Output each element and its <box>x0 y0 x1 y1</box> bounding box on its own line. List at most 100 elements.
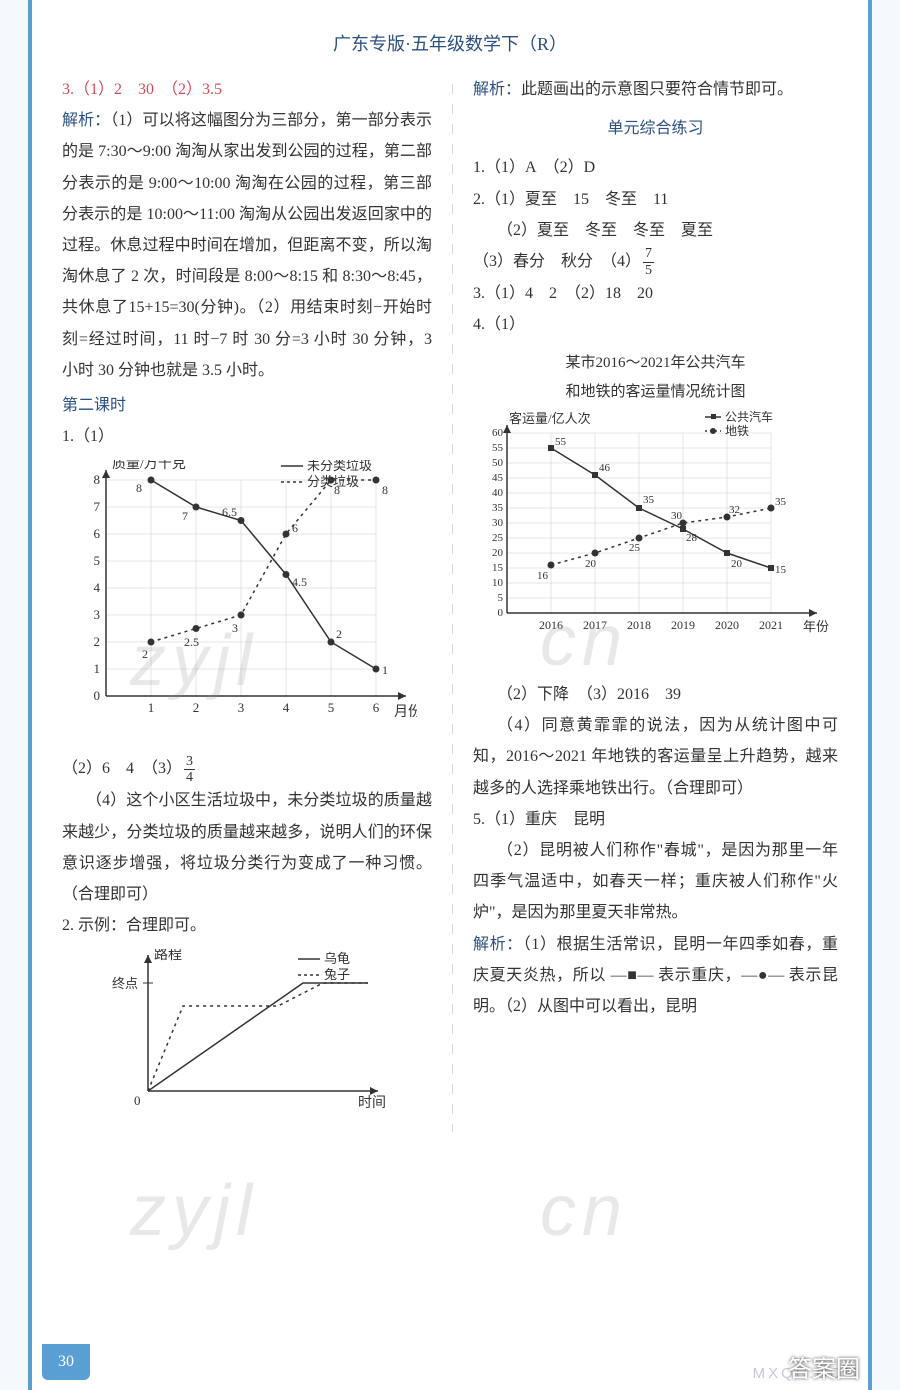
q1-label: 1.（1） <box>62 421 432 452</box>
svg-text:6: 6 <box>292 521 298 535</box>
svg-text:40: 40 <box>492 487 504 499</box>
svg-text:4: 4 <box>283 700 290 715</box>
r-q4: 4.（1） <box>473 309 838 340</box>
chart3-title2: 和地铁的客运量情况统计图 <box>473 378 838 407</box>
svg-text:2: 2 <box>193 700 200 715</box>
two-columns: 3.（1）2 30 （2）3.5 解析：（1）可以将这幅图分为三部分，第一部分表… <box>62 74 838 1132</box>
svg-text:55: 55 <box>492 442 504 454</box>
svg-text:兔子: 兔子 <box>324 967 350 982</box>
watermark-4: cn <box>540 1170 628 1252</box>
svg-text:未分类垃圾: 未分类垃圾 <box>307 460 372 473</box>
svg-text:0: 0 <box>94 688 101 703</box>
svg-text:16: 16 <box>537 570 549 582</box>
svg-text:55: 55 <box>555 436 567 448</box>
svg-text:3: 3 <box>238 700 245 715</box>
svg-text:乌龟: 乌龟 <box>324 951 350 966</box>
r-q4-2: （2）下降 （3）2016 39 <box>473 679 838 710</box>
svg-text:1: 1 <box>94 661 101 676</box>
analysis-block: 解析：（1）可以将这幅图分为三部分，第一部分表示的是 7:30～9:00 淘淘从… <box>62 105 432 386</box>
r-q5-analysis: 解析：（1）根据生活常识，昆明一年四季如春，重庆夏天炎热，所以 —■— 表示重庆… <box>473 929 838 1023</box>
svg-text:2021: 2021 <box>759 618 783 632</box>
svg-text:8: 8 <box>94 472 101 487</box>
svg-text:1: 1 <box>148 700 155 715</box>
svg-text:15: 15 <box>492 562 504 574</box>
svg-text:5: 5 <box>328 700 335 715</box>
svg-text:30: 30 <box>671 510 683 522</box>
chart2-svg: 路程 时间 终点 0 乌龟 兔 <box>102 949 402 1119</box>
watermark-3: zyjl <box>130 1170 258 1252</box>
analysis-label: 解析： <box>62 112 110 129</box>
r-analysis: 解析：此题画出的示意图只要符合情节即可。 <box>473 74 838 105</box>
svg-text:地铁: 地铁 <box>725 424 749 438</box>
svg-text:8: 8 <box>136 481 142 495</box>
svg-text:10: 10 <box>492 577 504 589</box>
r-q2-1: 2.（1）夏至 15 冬至 11 <box>473 184 838 215</box>
svg-text:6: 6 <box>94 526 101 541</box>
watermark-2: cn <box>540 600 628 682</box>
svg-text:45: 45 <box>492 472 504 484</box>
svg-text:28: 28 <box>686 532 698 544</box>
chart1-garbage: 0 1 2 3 4 5 6 7 8 1 2 <box>62 460 432 745</box>
r-q5-1: 5.（1）重庆 昆明 <box>473 804 838 835</box>
q1-4-text: （4）这个小区生活垃圾中，未分类垃圾的质量越来越少，分类垃圾的质量越来越多，说明… <box>62 785 432 910</box>
svg-text:60: 60 <box>492 427 504 439</box>
chart1-xlabel: 月份 <box>394 704 417 720</box>
r-q4-4: （4）同意黄霏霏的说法，因为从统计图中可知，2016～2021 年地铁的客运量呈… <box>473 710 838 804</box>
chart1-ylabel: 质量/万千克 <box>112 460 186 472</box>
svg-text:终点: 终点 <box>112 976 138 991</box>
svg-text:50: 50 <box>492 457 504 469</box>
svg-text:2: 2 <box>336 627 342 641</box>
page-number-tab: 30 <box>42 1344 90 1380</box>
chart3-svg: 0510 152025 303540 455055 60 20162017201… <box>473 411 838 666</box>
analysis-text: （1）可以将这幅图分为三部分，第一部分表示的是 7:30～9:00 淘淘从家出发… <box>62 112 432 379</box>
svg-text:4.5: 4.5 <box>292 575 307 589</box>
svg-text:2: 2 <box>94 634 101 649</box>
svg-text:0: 0 <box>134 1093 141 1108</box>
svg-text:2019: 2019 <box>671 618 695 632</box>
svg-text:46: 46 <box>599 462 611 474</box>
svg-text:2018: 2018 <box>627 618 651 632</box>
svg-text:15: 15 <box>775 564 787 576</box>
svg-text:20: 20 <box>731 558 743 570</box>
chart2-race: 路程 时间 终点 0 乌龟 兔 <box>62 949 432 1124</box>
q1-sub: （2）6 4 （3）34 <box>62 753 432 785</box>
q3-answer: 3.（1）2 30 （2）3.5 <box>62 74 432 105</box>
svg-text:7: 7 <box>94 499 101 514</box>
svg-text:客运量/亿人次: 客运量/亿人次 <box>509 411 591 426</box>
svg-text:35: 35 <box>492 502 504 514</box>
svg-text:7: 7 <box>182 509 188 523</box>
page-border-right <box>868 0 872 1390</box>
svg-text:2020: 2020 <box>715 618 739 632</box>
svg-text:32: 32 <box>729 504 740 516</box>
lesson-title: 第二课时 <box>62 390 432 421</box>
q2-text: 2. 示例：合理即可。 <box>62 910 432 941</box>
r-q5-2: （2）昆明被人们称作"春城"，是因为那里一年四季气温适中，如春天一样；重庆被人们… <box>473 835 838 929</box>
svg-text:路程: 路程 <box>154 949 182 963</box>
svg-text:1: 1 <box>382 663 388 677</box>
svg-text:3: 3 <box>94 607 101 622</box>
svg-text:25: 25 <box>492 532 504 544</box>
right-column: 解析：此题画出的示意图只要符合情节即可。 单元综合练习 1.（1）A （2）D … <box>473 74 838 1132</box>
r-q2-3: （3）春分 秋分 （4）75 <box>473 246 838 278</box>
r-q1: 1.（1）A （2）D <box>473 152 838 183</box>
svg-text:公共汽车: 公共汽车 <box>725 411 773 424</box>
fraction-7-5: 75 <box>643 246 654 278</box>
svg-text:5: 5 <box>498 592 504 604</box>
watermark-1: zyjl <box>130 620 258 702</box>
column-divider <box>452 74 453 1132</box>
fraction-3-4: 34 <box>184 754 195 786</box>
footer-brand: 答案圈 <box>788 1349 860 1384</box>
chart3-title1: 某市2016～2021年公共汽车 <box>473 349 838 378</box>
page-header: 广东专版·五年级数学下（R） <box>62 30 838 56</box>
svg-text:25: 25 <box>629 542 641 554</box>
chart3-transport: 某市2016～2021年公共汽车 和地铁的客运量情况统计图 <box>473 349 838 672</box>
svg-text:6: 6 <box>373 700 380 715</box>
svg-text:30: 30 <box>492 517 504 529</box>
unit-title: 单元综合练习 <box>473 113 838 144</box>
svg-text:年份: 年份 <box>803 619 829 634</box>
svg-text:分类垃圾: 分类垃圾 <box>307 474 359 489</box>
r-q2-2: （2）夏至 冬至 冬至 夏至 <box>473 215 838 246</box>
svg-text:35: 35 <box>643 494 655 506</box>
svg-text:20: 20 <box>492 547 504 559</box>
svg-text:6.5: 6.5 <box>222 505 237 519</box>
